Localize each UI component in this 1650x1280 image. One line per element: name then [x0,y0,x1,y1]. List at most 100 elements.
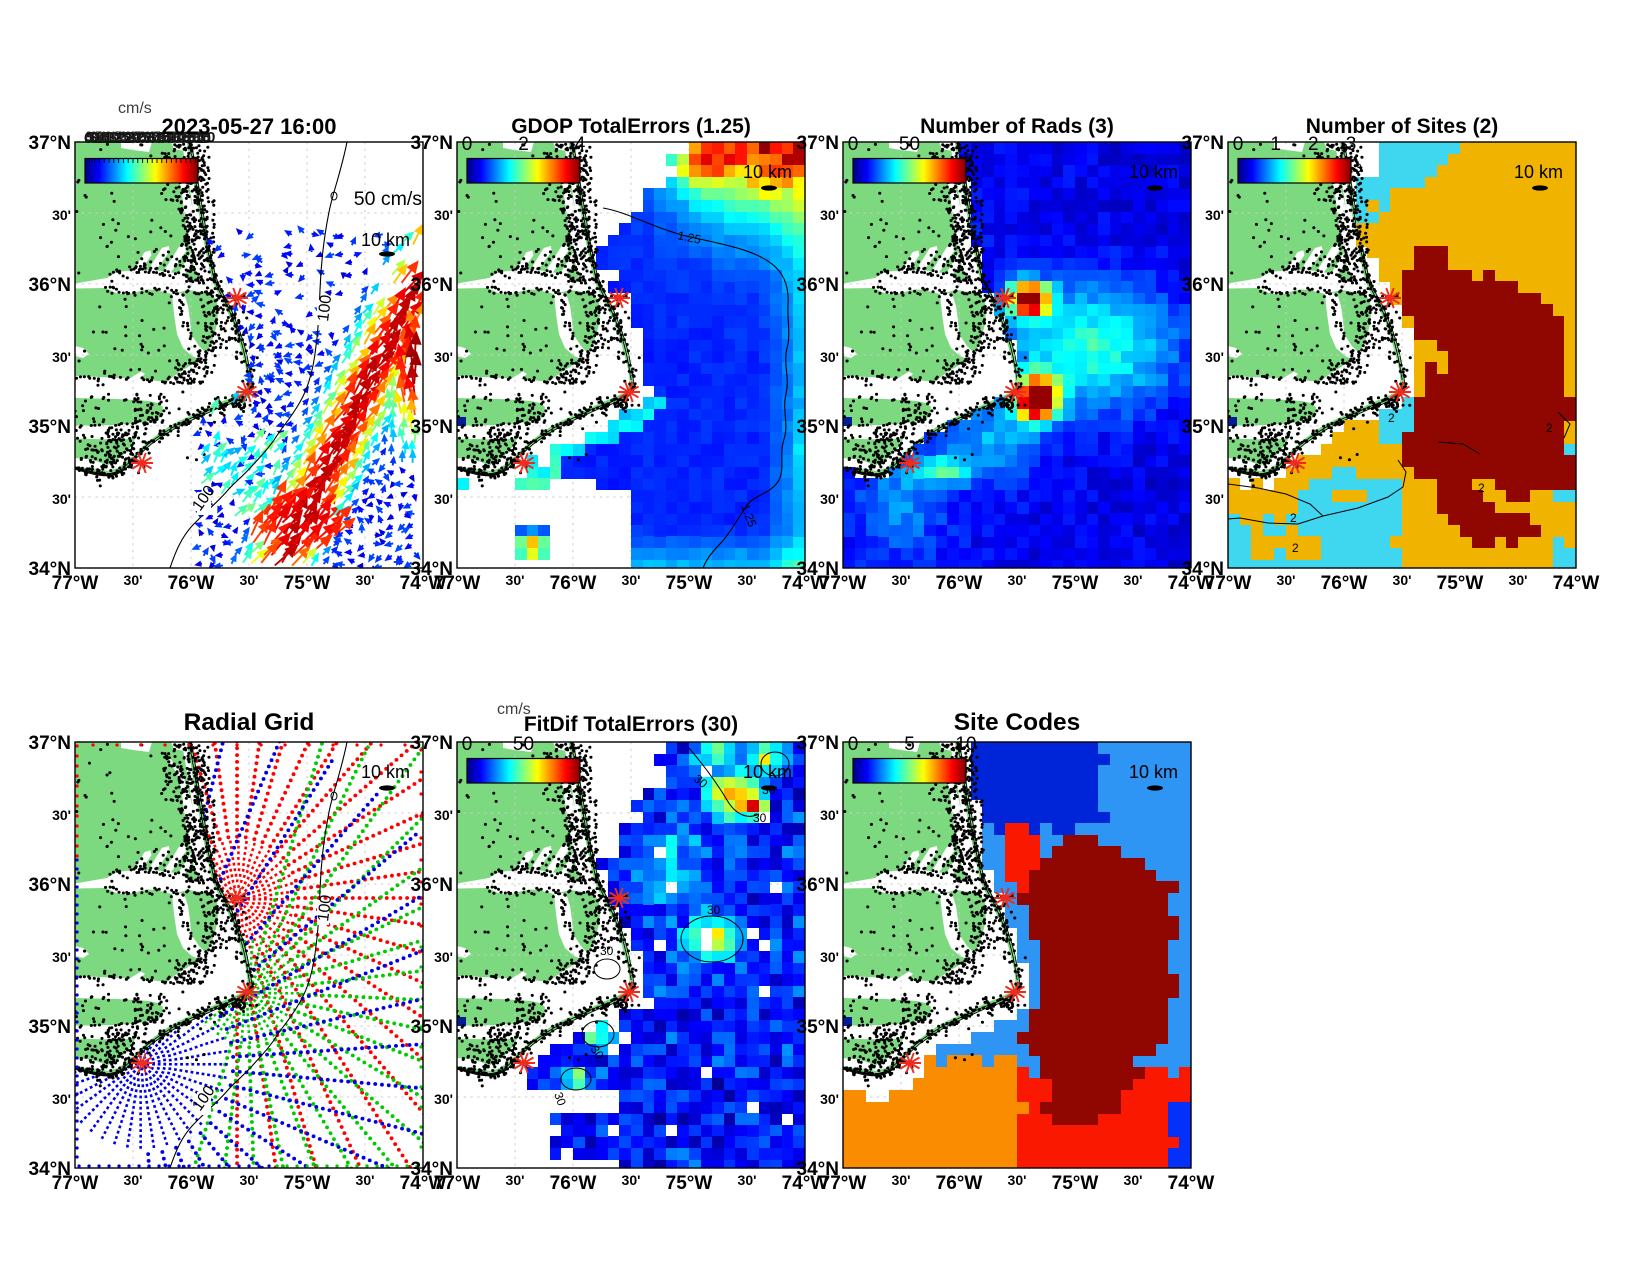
svg-text:10 km: 10 km [361,230,410,250]
svg-text:37°N: 37°N [1182,133,1224,154]
svg-text:30': 30' [820,949,839,965]
svg-text:10 km: 10 km [361,762,410,782]
svg-text:36°N: 36°N [411,275,453,296]
svg-text:35°N: 35°N [797,1017,839,1038]
svg-text:30: 30 [707,903,721,917]
svg-text:100: 100 [315,894,335,923]
svg-text:30': 30' [1008,1172,1027,1188]
svg-text:cm/s: cm/s [497,701,531,718]
svg-text:100: 100 [315,294,335,323]
svg-text:74°W: 74°W [1168,1173,1215,1194]
svg-text:34°N: 34°N [411,559,453,580]
svg-text:50: 50 [513,734,534,755]
svg-text:37°N: 37°N [797,733,839,754]
svg-text:30': 30' [52,949,71,965]
svg-text:30': 30' [1205,491,1224,507]
svg-text:30': 30' [240,572,259,588]
svg-text:74°W: 74°W [1553,573,1600,594]
svg-text:36°N: 36°N [797,275,839,296]
svg-text:3: 3 [1355,161,1362,175]
svg-text:30': 30' [622,572,641,588]
svg-text:35°N: 35°N [1182,417,1224,438]
svg-text:1: 1 [1270,134,1281,155]
svg-text:37°N: 37°N [29,733,71,754]
svg-text:34°N: 34°N [29,559,71,580]
svg-text:74°W: 74°W [1168,573,1215,594]
svg-text:76°W: 76°W [168,573,215,594]
svg-text:30': 30' [356,572,375,588]
svg-text:30': 30' [1277,572,1296,588]
svg-text:50 cm/s: 50 cm/s [354,188,423,210]
svg-text:30': 30' [622,1172,641,1188]
svg-text:37°N: 37°N [411,133,453,154]
svg-text:36°N: 36°N [1182,275,1224,296]
svg-text:FitDif TotalErrors (30): FitDif TotalErrors (30) [524,713,738,736]
svg-text:2: 2 [1546,421,1553,435]
svg-text:77°W: 77°W [1205,573,1252,594]
svg-text:30': 30' [820,807,839,823]
svg-text:30: 30 [753,811,767,825]
svg-text:2: 2 [1290,511,1297,525]
svg-text:30': 30' [434,1091,453,1107]
svg-text:30': 30' [434,949,453,965]
svg-text:35°N: 35°N [411,1017,453,1038]
svg-text:30': 30' [892,1172,911,1188]
svg-text:30': 30' [52,349,71,365]
svg-text:77°W: 77°W [52,1173,99,1194]
svg-text:37°N: 37°N [29,133,71,154]
svg-text:35°N: 35°N [29,417,71,438]
svg-text:0: 0 [1233,134,1244,155]
svg-text:35°N: 35°N [411,417,453,438]
svg-text:36°N: 36°N [797,875,839,896]
svg-text:35°N: 35°N [29,1017,71,1038]
svg-text:30': 30' [434,807,453,823]
svg-text:1.25: 1.25 [676,228,702,247]
svg-text:30': 30' [52,491,71,507]
svg-text:5005101520253035404550560: 5005101520253035404550560 [86,129,215,146]
svg-text:75°W: 75°W [666,1173,713,1194]
svg-text:30': 30' [356,1172,375,1188]
svg-text:77°W: 77°W [820,573,867,594]
svg-text:37°N: 37°N [411,733,453,754]
svg-text:34°N: 34°N [411,1159,453,1180]
svg-text:30': 30' [124,1172,143,1188]
svg-text:34°N: 34°N [1182,559,1224,580]
svg-text:cm/s: cm/s [118,100,152,117]
svg-text:2: 2 [1388,411,1395,425]
svg-text:75°W: 75°W [284,1173,331,1194]
svg-text:30: 30 [551,1090,569,1108]
svg-text:30': 30' [1509,572,1528,588]
svg-text:2: 2 [1292,541,1299,555]
svg-text:30': 30' [1393,572,1412,588]
svg-text:30': 30' [1008,572,1027,588]
svg-text:30': 30' [1205,349,1224,365]
svg-text:3: 3 [1341,141,1348,155]
svg-text:74°W: 74°W [400,1173,447,1194]
svg-text:75°W: 75°W [1052,1173,1099,1194]
svg-text:34°N: 34°N [797,1159,839,1180]
svg-text:30': 30' [52,1091,71,1107]
svg-text:75°W: 75°W [666,573,713,594]
svg-text:36°N: 36°N [411,875,453,896]
svg-text:30': 30' [738,572,757,588]
svg-text:74°W: 74°W [782,1173,829,1194]
svg-text:34°N: 34°N [29,1159,71,1180]
svg-text:10 km: 10 km [743,762,792,782]
svg-text:77°W: 77°W [52,573,99,594]
svg-text:2: 2 [518,134,529,155]
svg-text:30': 30' [1124,572,1143,588]
svg-text:30': 30' [434,491,453,507]
svg-text:Number of Sites (2): Number of Sites (2) [1306,115,1499,138]
svg-text:75°W: 75°W [284,573,331,594]
svg-text:30': 30' [506,1172,525,1188]
svg-text:10: 10 [955,734,976,755]
svg-text:30': 30' [820,207,839,223]
svg-text:30': 30' [1205,207,1224,223]
svg-text:2: 2 [1478,481,1485,495]
svg-text:10 km: 10 km [1129,762,1178,782]
svg-text:10 km: 10 km [1514,162,1563,182]
svg-text:77°W: 77°W [434,1173,481,1194]
svg-text:76°W: 76°W [1321,573,1368,594]
svg-text:36°N: 36°N [29,875,71,896]
svg-text:77°W: 77°W [434,573,481,594]
